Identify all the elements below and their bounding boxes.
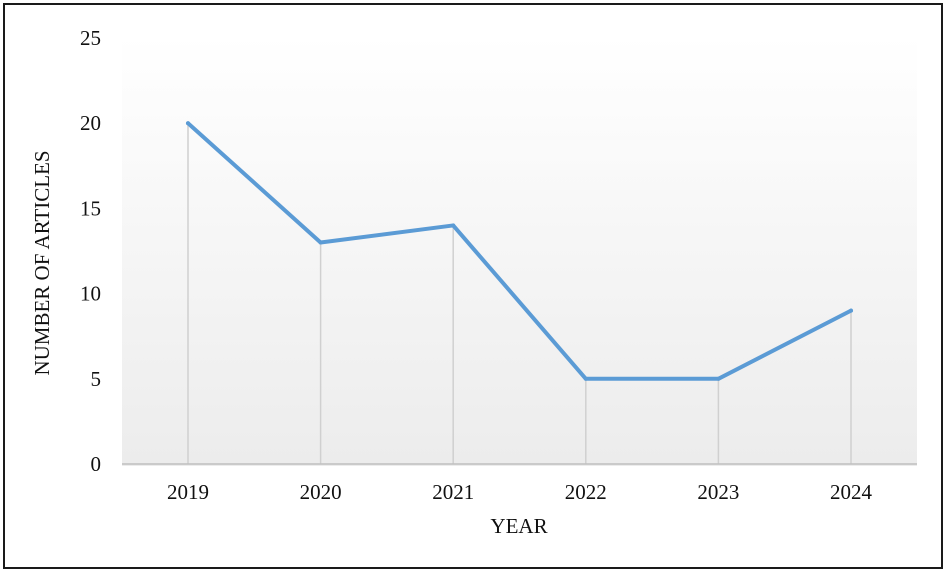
x-tick-label: 2021 <box>432 480 474 504</box>
y-tick-label: 20 <box>80 111 101 135</box>
data-point <box>849 308 853 313</box>
y-tick-label: 0 <box>91 452 102 476</box>
x-tick-label: 2019 <box>167 480 209 504</box>
y-axis-ticks: 0 5 10 15 20 25 <box>80 26 101 476</box>
series-line <box>186 121 853 381</box>
data-point <box>583 376 588 381</box>
x-axis-ticks: 2019 2020 2021 2022 2023 2024 <box>167 480 873 504</box>
x-axis-title: YEAR <box>490 514 547 538</box>
y-tick-label: 10 <box>80 282 101 306</box>
x-tick-label: 2023 <box>697 480 739 504</box>
y-axis-title: NUMBER OF ARTICLES <box>30 150 54 375</box>
y-tick-label: 15 <box>80 196 101 220</box>
data-point <box>451 223 456 228</box>
x-tick-label: 2020 <box>300 480 342 504</box>
x-tick-label: 2022 <box>565 480 607 504</box>
drop-lines <box>187 123 852 464</box>
data-point <box>318 240 323 245</box>
data-point <box>716 376 721 381</box>
x-tick-label: 2024 <box>830 480 873 504</box>
y-tick-label: 5 <box>91 367 102 391</box>
plot-area <box>122 35 917 466</box>
data-point <box>186 121 190 126</box>
y-tick-label: 25 <box>80 26 101 50</box>
line-chart: 0 5 10 15 20 25 2019 2020 2021 2022 2023 2024 YEAR… <box>30 26 917 538</box>
data-points <box>186 121 853 381</box>
chart-frame: 0 5 10 15 20 25 2019 2020 2021 2022 2023 2024 YEAR… <box>3 3 943 569</box>
